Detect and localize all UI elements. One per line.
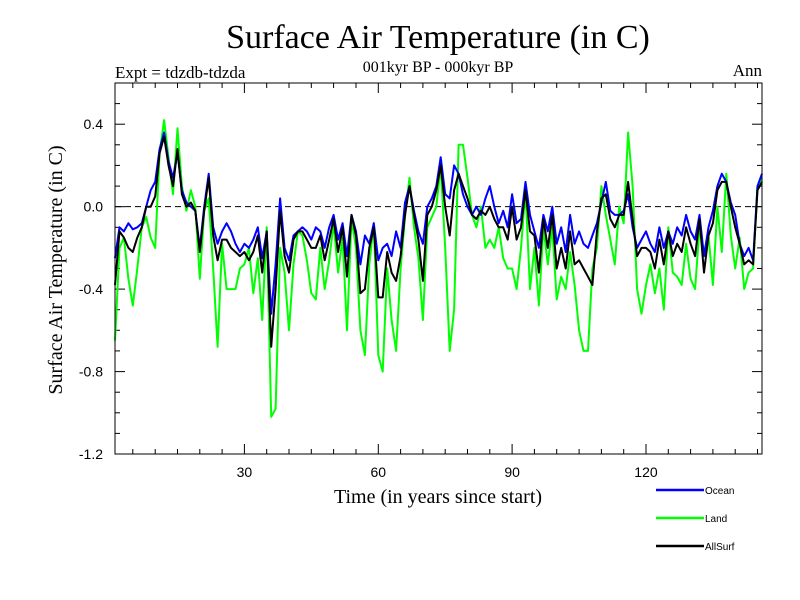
plot-frame [114,82,763,455]
y-tick-label: 0.4 [84,116,104,132]
series-line-allsurf [114,135,763,348]
chart-subtitle: 001kyr BP - 000kyr BP [363,59,514,76]
legend-label-allsurf: AllSurf [705,542,735,553]
series-line-ocean [114,131,763,315]
y-tick-label: -1.2 [79,446,103,462]
y-axis-label: Surface Air Temperature (in C) [45,145,67,394]
series-line-land [114,119,763,418]
legend: Ocean Land AllSurf [656,486,735,553]
x-axis-label: Time (in years since start) [334,486,542,508]
x-tick-label: 90 [504,464,520,480]
x-tick-label: 120 [634,464,658,480]
y-tick-label: -0.8 [79,364,103,380]
legend-label-land: Land [705,514,727,525]
axis-ticks [115,82,762,455]
tick-labels: -1.2 -0.8 -0.4 0.0 0.4 30 60 90 120 [79,116,658,480]
x-tick-label: 30 [237,464,253,480]
x-tick-label: 60 [370,464,386,480]
chart-title: Surface Air Temperature (in C) [226,19,650,56]
experiment-label: Expt = tdzdb-tdzda [115,63,246,82]
season-label: Ann [733,61,763,80]
y-tick-label: -0.4 [79,281,103,297]
y-tick-label: 0.0 [84,199,104,215]
series-lines [114,119,763,418]
legend-label-ocean: Ocean [705,486,734,497]
